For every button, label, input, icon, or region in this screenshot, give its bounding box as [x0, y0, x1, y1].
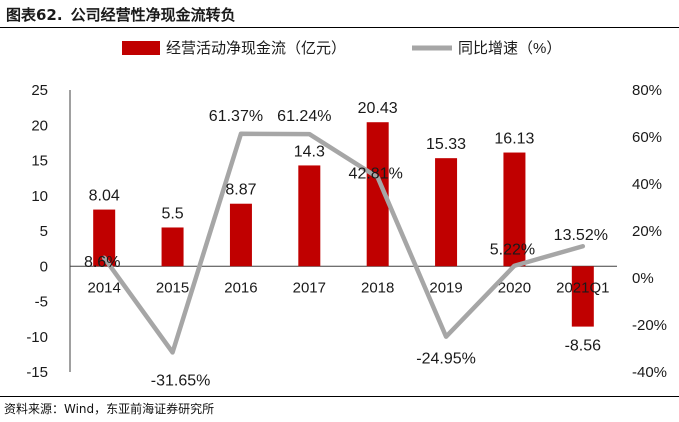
category-label: 2016 — [224, 279, 257, 296]
source-rule — [0, 396, 679, 397]
bar-data-label: -8.56 — [565, 338, 602, 355]
bar-data-label: 5.5 — [161, 205, 183, 222]
figure-number: 图表62. — [6, 6, 63, 24]
bar — [93, 209, 116, 267]
bar-data-label: 8.04 — [89, 188, 120, 205]
bar — [229, 203, 252, 267]
left-tick-label: 20 — [31, 117, 48, 134]
bar — [435, 158, 458, 267]
bar-data-label: 20.43 — [358, 100, 398, 117]
line-data-label: 61.37% — [209, 108, 263, 125]
legend-bar-swatch — [122, 41, 160, 55]
bar — [298, 165, 321, 267]
bar-data-label: 15.33 — [426, 136, 466, 153]
left-tick-label: 5 — [40, 223, 48, 240]
bar — [571, 266, 594, 327]
line-data-label: -24.95% — [416, 351, 476, 368]
category-label: 2017 — [293, 279, 326, 296]
legend-line-label: 同比增速（%） — [458, 40, 561, 57]
figure-title-text: 公司经营性净现金流转负 — [70, 6, 236, 24]
line-data-label: 61.24% — [277, 108, 331, 125]
left-tick-label: 10 — [31, 188, 48, 205]
left-tick-label: -15 — [26, 364, 48, 381]
left-tick-label: 15 — [31, 153, 48, 170]
bar-data-label: 14.3 — [294, 143, 325, 160]
category-label: 2019 — [429, 279, 462, 296]
right-tick-label: -40% — [632, 364, 667, 381]
left-tick-label: 0 — [40, 258, 48, 275]
right-tick-label: 60% — [632, 129, 662, 146]
category-label: 2021Q1 — [556, 279, 609, 296]
right-tick-label: -20% — [632, 317, 667, 334]
right-tick-label: 20% — [632, 223, 662, 240]
left-tick-label: -5 — [35, 294, 48, 311]
left-tick-label: -10 — [26, 329, 48, 346]
line-data-label: 8.6% — [84, 254, 120, 271]
line-data-label: -31.65% — [151, 372, 211, 389]
category-label: 2014 — [88, 279, 121, 296]
right-tick-label: 0% — [632, 270, 654, 287]
category-label: 2018 — [361, 279, 394, 296]
line-data-label: 5.22% — [490, 242, 535, 259]
category-label: 2015 — [156, 279, 189, 296]
title-rule — [0, 27, 679, 28]
line-data-label: 13.52% — [554, 227, 608, 244]
bar-data-label: 8.87 — [225, 182, 256, 199]
figure-title: 图表62. 公司经营性净现金流转负 — [6, 4, 236, 25]
category-label: 2020 — [498, 279, 531, 296]
bar — [161, 227, 184, 267]
bar-data-label: 16.13 — [494, 131, 534, 148]
cashflow-chart: -15 -10 -5 0 5 10 15 20 25 -40% -20% 0% 20% 40% 60% 80%… — [26, 40, 667, 389]
legend-bar-label: 经营活动净现金流（亿元） — [166, 40, 346, 57]
line-data-label: 42.81% — [349, 165, 403, 182]
right-tick-label: 80% — [632, 82, 662, 99]
source-note: 资料来源：Wind，东亚前海证券研究所 — [4, 402, 215, 416]
growth-line — [101, 131, 586, 355]
bar — [503, 152, 526, 267]
left-tick-label: 25 — [31, 82, 48, 99]
right-tick-label: 40% — [632, 176, 662, 193]
bar — [366, 122, 389, 267]
